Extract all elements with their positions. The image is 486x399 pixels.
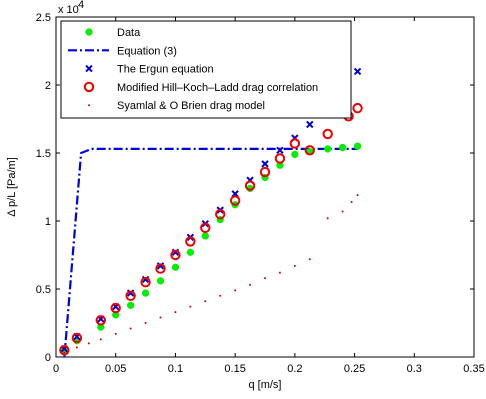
x-tick-label: 0.05 [105,363,126,375]
series-3-point [352,102,363,114]
series-3-point [289,138,301,149]
series-3-point [274,153,286,164]
legend-marker [85,28,93,36]
series-0-point [171,263,180,271]
series-4-point [204,300,207,303]
series-4-point [326,217,329,220]
series-3-point [185,236,196,247]
series-3-point [215,209,226,220]
series-4-point [114,332,117,335]
y-tick-label: 2.5 [36,12,51,24]
series-3-point [200,222,211,234]
series-2-point [353,67,362,76]
legend-label: Modified Hill–Koch–Ladd drag correlation [117,82,318,94]
series-3-point [155,263,166,274]
series-4-point [189,305,192,308]
series-3-point [244,180,256,191]
series-0-point [291,150,299,159]
series-3-point [140,277,151,288]
series-3-point [170,249,181,261]
y-exponent-label: x 10 [58,4,79,16]
series-3-point [322,128,333,140]
legend-label: Data [117,27,141,39]
x-tick-label: 0.35 [463,363,484,375]
series-4-point [249,283,252,286]
series-3-point [71,332,83,344]
y-tick-label: 0 [45,352,51,364]
series-4-point [129,327,132,330]
x-tick-label: 0.25 [344,363,365,375]
series-4-point [87,342,90,345]
x-tick-label: 0.15 [224,363,245,375]
x-tick-label: 0.1 [168,363,183,375]
series-0-point [141,289,150,297]
x-tick-label: 0.3 [407,363,422,375]
series-0-point [186,248,195,256]
x-tick-label: 0.2 [287,363,302,375]
legend-label: Syamlal & O Brien drag model [117,100,265,112]
series-1-line [63,147,358,358]
legend-marker [85,64,93,73]
y-tick-label: 0.5 [36,284,51,296]
series-3-point [110,302,121,314]
series-4-point [293,264,296,267]
series-3-point [59,345,70,356]
series-0-point [126,301,135,309]
legend-group: Data Equation (3) The Ergun equation Modifi… [60,20,352,119]
legend-label: Equation (3) [117,45,177,57]
series-3-point [304,145,315,156]
legend-label: The Ergun equation [117,64,214,76]
series-2-point [306,120,314,129]
series-4-point [219,294,222,297]
x-tick-label: 0 [53,363,59,375]
series-4-point [278,271,281,274]
series-0-point [324,145,332,153]
legend-marker [88,104,90,107]
series-4-point [144,322,147,324]
series-0-point [201,232,209,240]
series-0-point [156,277,165,285]
series-4-point [356,194,359,197]
series-3-point [95,315,106,326]
series-4-point [308,258,311,261]
series-3-point [259,166,271,178]
series-4-point [350,200,353,203]
y-tick-label: 1 [45,216,51,228]
y-axis-label: Δ p/L [Pa/m] [6,157,18,217]
series-0-point [353,142,362,150]
series-2-point [261,160,269,168]
legend-marker [83,81,95,93]
series-4-point [75,346,78,349]
series-4-point [99,338,102,341]
series-2-point [276,146,284,154]
y-exponent-power: 4 [78,0,84,11]
y-tick-label: 2 [45,80,51,92]
x-axis-label: q [m/s] [248,379,281,391]
series-group [59,67,363,358]
series-4-point [264,277,266,280]
series-3-point [125,290,136,301]
series-3-point [229,195,241,206]
series-4-point [234,289,237,292]
series-4-point [159,316,162,319]
y-tick-label: 1.5 [36,148,51,160]
series-0-point [338,143,347,152]
legend-box [60,20,352,119]
series-4-point [174,311,177,314]
series-4-point [341,210,344,213]
